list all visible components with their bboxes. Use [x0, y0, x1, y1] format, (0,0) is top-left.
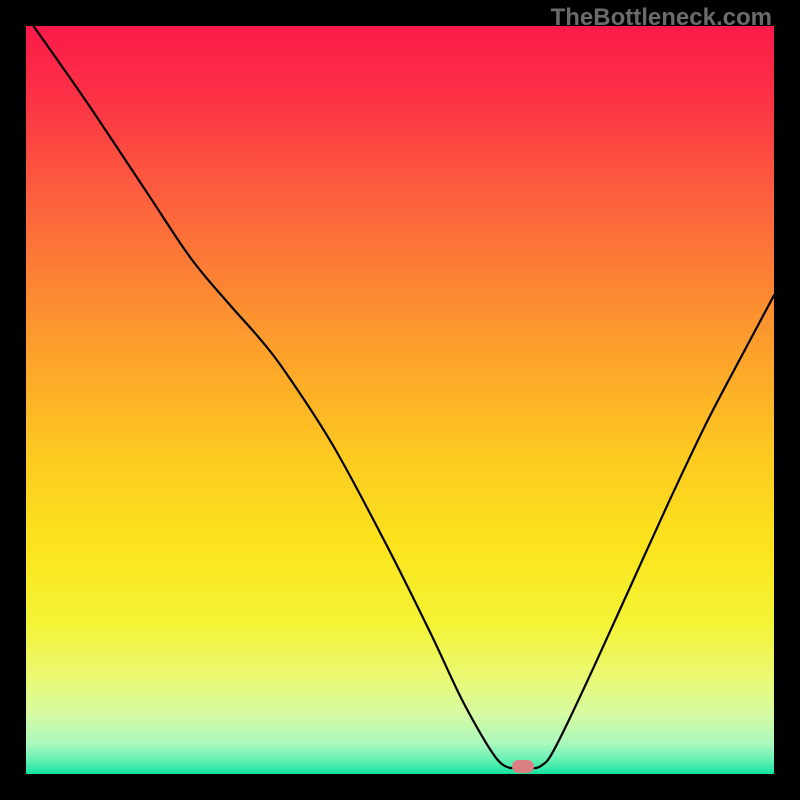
bottleneck-curve — [26, 26, 774, 774]
chart-frame: TheBottleneck.com — [0, 0, 800, 800]
chart-area — [26, 26, 774, 774]
optimal-marker — [512, 760, 534, 773]
watermark-text: TheBottleneck.com — [551, 4, 772, 32]
